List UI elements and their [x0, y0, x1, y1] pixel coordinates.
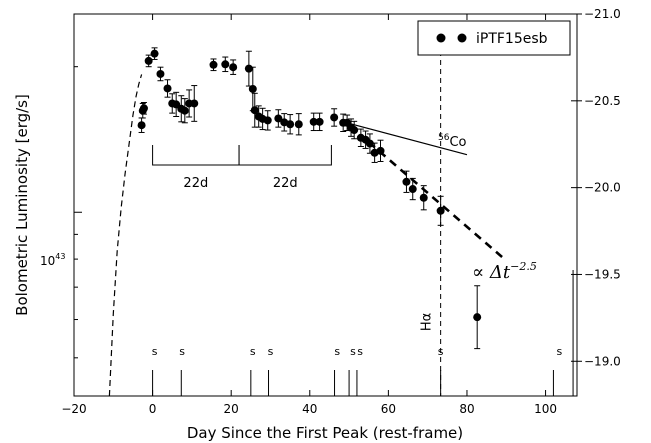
- data-point-27: [315, 117, 324, 126]
- spectrum-label-5: s: [350, 345, 356, 358]
- x-tick-label-6: 100: [534, 402, 557, 416]
- x-tick-label-0: −20: [61, 402, 86, 416]
- y-axis-title: Bolometric Luminosity [erg/s]: [13, 94, 31, 316]
- y-axis-tick-label-1e43: 1043: [40, 252, 65, 268]
- powerlaw-label: ∝ Δt−2.5: [472, 260, 537, 283]
- data-point-41: [436, 206, 445, 215]
- data-point-0: [137, 121, 146, 130]
- data-point-4: [150, 49, 159, 58]
- x-tick-label-4: 60: [381, 402, 396, 416]
- data-point-40: [419, 193, 428, 202]
- data-point-32: [350, 126, 359, 135]
- plot-frame: [73, 13, 578, 397]
- data-point-37: [376, 146, 385, 155]
- bracket-1: [238, 145, 332, 166]
- data-point-14: [221, 60, 230, 69]
- legend-marker-1: [436, 33, 446, 43]
- x-tick-label-5: 80: [459, 402, 474, 416]
- bracket-label-1: 22d: [273, 176, 298, 191]
- spectrum-label-1: s: [179, 345, 185, 358]
- legend-label: iPTF15esb: [476, 31, 548, 47]
- right-axis-ticks: −21.0 −20.5 −20.0 −19.5 −19.0: [571, 7, 621, 368]
- y-axis-ticks: [74, 66, 82, 359]
- data-point-3: [144, 56, 153, 65]
- data-point-39: [408, 185, 417, 194]
- x-axis-title: Day Since the First Peak (rest-frame): [187, 424, 463, 442]
- cobalt-label: 56Co: [438, 133, 467, 150]
- data-points: [137, 49, 482, 322]
- spectrum-label-8: s: [556, 345, 562, 358]
- right-tick-label-0: −21.0: [584, 7, 621, 21]
- data-point-25: [294, 120, 303, 129]
- data-point-22: [274, 114, 283, 123]
- data-point-10: [180, 106, 189, 115]
- data-point-13: [209, 60, 218, 69]
- x-tick-label-1: 0: [149, 402, 157, 416]
- data-point-12: [190, 99, 199, 108]
- early-rise-curve: [108, 74, 143, 397]
- data-point-38: [402, 177, 411, 186]
- data-point-18: [250, 106, 259, 115]
- x-tick-label-3: 40: [302, 402, 317, 416]
- spectrum-label-4: s: [334, 345, 340, 358]
- spectrum-label-3: s: [268, 345, 274, 358]
- data-point-2: [139, 104, 148, 113]
- x-tick-label-2: 20: [224, 402, 239, 416]
- spectrum-label-6: s: [357, 345, 363, 358]
- data-point-42: [473, 313, 482, 322]
- data-point-6: [163, 84, 172, 93]
- data-point-26: [309, 117, 318, 126]
- spectrum-label-7: s: [438, 345, 444, 358]
- data-point-21: [263, 116, 272, 125]
- data-point-5: [156, 69, 165, 78]
- right-tick-label-2: −20.0: [584, 181, 621, 195]
- data-point-17: [248, 84, 257, 93]
- right-tick-label-3: −19.5: [584, 267, 621, 281]
- legend-marker-2: [457, 33, 467, 43]
- halpha-label: Hα: [420, 313, 435, 331]
- data-point-35: [365, 139, 374, 148]
- legend: iPTF15esb: [417, 20, 571, 56]
- data-point-16: [244, 64, 253, 73]
- data-point-28: [330, 113, 339, 122]
- right-tick-label-4: −19.0: [584, 354, 621, 368]
- right-tick-label-1: −20.5: [584, 94, 621, 108]
- powerlaw-fit-line: [367, 141, 508, 262]
- spectrum-label-2: s: [250, 345, 256, 358]
- spectrum-label-0: s: [152, 345, 158, 358]
- period-brackets: 22d 22d: [152, 145, 332, 191]
- data-point-15: [229, 63, 238, 72]
- cobalt-decay-line: [343, 121, 468, 156]
- bracket-label-0: 22d: [183, 176, 208, 191]
- x-axis-ticks: −20 0 20 40 60 80 100: [61, 14, 557, 416]
- data-point-24: [286, 120, 295, 129]
